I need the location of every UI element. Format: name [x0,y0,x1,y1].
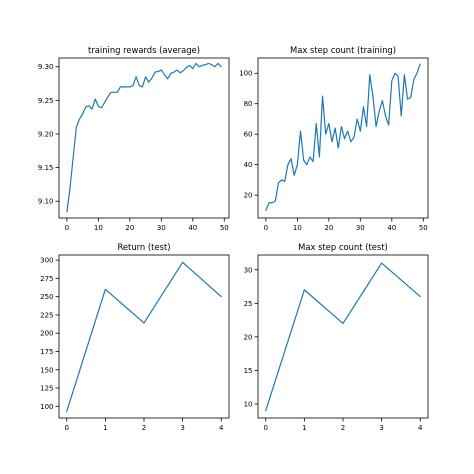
subplot-grid: training rewards (average)0 10 20 30 40 509.1… [38,45,429,432]
plot-title: Max step count (test) [298,242,388,252]
y-tick-label: 9.20 [38,130,54,138]
x-tick-label: 40 [387,224,396,232]
x-tick-label: 2 [341,424,345,432]
y-tick-label: 100 [239,70,252,78]
subplot-return-test: Return (test) 0 1 2 3 4 100 125 150 175 200 225 250 2… [40,242,230,432]
x-tick-label: 0 [264,224,268,232]
x-tick-label: 50 [220,224,229,232]
plot-title: Max step count (training) [290,45,396,55]
x-tick-label: 2 [142,424,146,432]
y-tick-label: 125 [40,385,53,393]
x-tick-label: 0 [64,424,68,432]
plot-title: training rewards (average) [88,45,200,55]
y-tick-label: 9.10 [38,198,54,206]
x-tick-label: 4 [418,424,423,432]
y-tick-label: 30 [244,266,253,274]
y-tick-label: 10 [244,400,253,408]
y-tick-label: 25 [244,300,253,308]
y-tick-label: 9.15 [38,164,54,172]
y-tick-label: 9.25 [38,97,54,105]
x-tick-label: 3 [379,424,383,432]
x-tick-label: 10 [293,224,302,232]
x-tick-label: 30 [356,224,365,232]
y-tick-label: 100 [40,403,53,411]
subplot-training-rewards: training rewards (average) 0 10 20 30 40 50 9.1… [38,45,230,232]
y-tick-label: 80 [244,100,253,108]
series-line [265,262,421,412]
y-tick-label: 225 [40,311,53,319]
y-tick-label: 9.30 [38,63,54,71]
plot-frame [257,254,429,419]
plot-title: Return (test) [117,242,170,252]
y-tick-label: 275 [40,275,53,283]
x-tick-label: 0 [263,424,267,432]
plot-frame [58,254,230,419]
y-tick-label: 300 [40,257,53,265]
plot-frame [257,57,429,219]
y-tick-label: 200 [40,330,53,338]
y-tick-label: 20 [244,333,253,341]
x-tick-label: 20 [125,224,134,232]
subplot-max-step-count-training: Max step count (training) 0 10 20 30 40 50 20 40… [239,45,429,232]
y-tick-label: 175 [40,348,53,356]
series-line [66,261,222,413]
x-tick-label: 40 [188,224,197,232]
series-line [265,63,421,211]
subplot-max-step-count-test: Max step count (test) 0 1 2 3 4 10 15 20 25 30 [244,242,429,432]
y-tick-label: 15 [244,367,253,375]
x-tick-label: 1 [302,424,306,432]
series-line [66,62,222,213]
x-tick-label: 20 [324,224,333,232]
y-tick-label: 60 [244,131,253,139]
y-tick-label: 20 [244,192,253,200]
x-tick-label: 50 [419,224,428,232]
x-tick-label: 30 [157,224,166,232]
y-tick-label: 250 [40,293,53,301]
x-tick-label: 10 [94,224,103,232]
plot-frame [58,57,230,219]
x-tick-label: 3 [180,424,184,432]
x-tick-label: 0 [65,224,69,232]
x-tick-label: 1 [103,424,107,432]
y-tick-label: 40 [244,161,253,169]
x-tick-label: 4 [219,424,224,432]
y-tick-label: 150 [40,366,53,374]
